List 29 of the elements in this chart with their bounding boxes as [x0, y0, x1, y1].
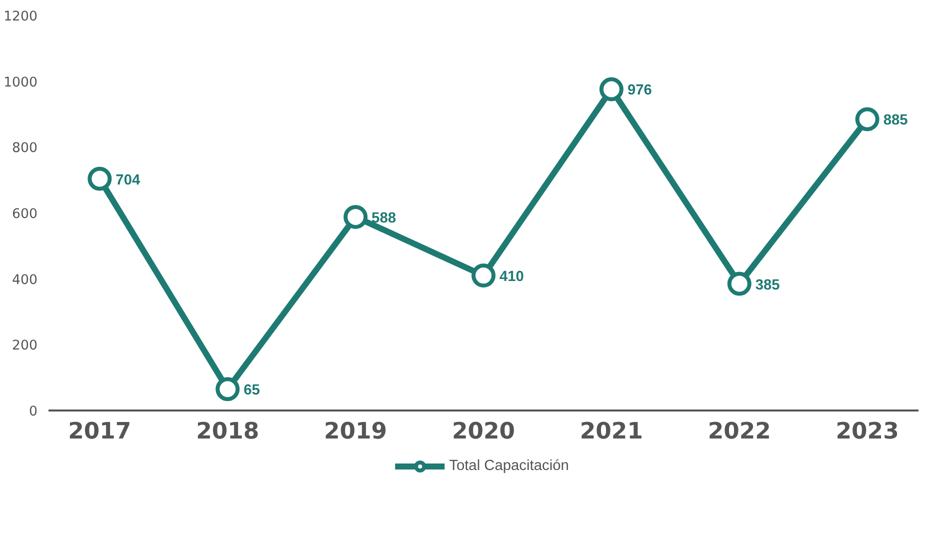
point	[727, 272, 752, 296]
y-tick-label: 1000	[4, 75, 38, 90]
data-label: 588	[372, 210, 396, 226]
data-label: 885	[883, 112, 908, 129]
x-tick-label: 2022	[708, 418, 771, 444]
data-label: 410	[500, 269, 524, 286]
legend-label: Total Capacitación	[449, 458, 569, 474]
y-tick-label: 1200	[4, 10, 38, 24]
x-tick-label: 2020	[452, 418, 516, 444]
point	[855, 107, 880, 132]
data-label: 385	[755, 277, 780, 294]
y-tick-label: 200	[12, 338, 38, 354]
x-tick-label: 2017	[68, 418, 132, 444]
y-tick-label: 600	[12, 207, 38, 222]
point	[599, 77, 624, 102]
data-label: 65	[244, 382, 260, 399]
y-tick-label: 800	[12, 141, 38, 156]
data-label: 976	[627, 82, 652, 99]
x-tick-label: 2018	[196, 418, 260, 444]
x-tick-label: 2021	[580, 418, 643, 444]
point	[472, 264, 496, 288]
y-tick-label: 0	[29, 404, 38, 420]
point	[344, 204, 368, 229]
x-tick-label: 2019	[324, 418, 388, 444]
y-tick-label: 400	[12, 272, 38, 288]
point	[88, 166, 112, 191]
x-tick-label: 2023	[836, 418, 899, 444]
point	[216, 377, 240, 402]
data-label: 704	[116, 172, 141, 188]
